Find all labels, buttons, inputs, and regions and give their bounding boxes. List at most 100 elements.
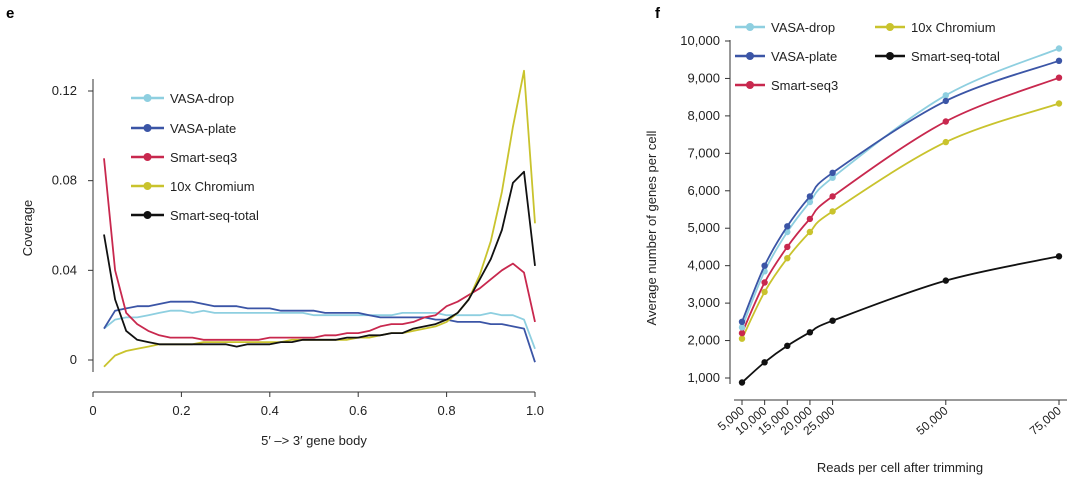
panel-f-series-lines — [738, 45, 1063, 386]
data-point-vasa-drop — [806, 198, 814, 206]
data-point-smart-seq-total — [761, 359, 768, 366]
legend-swatch-marker — [886, 52, 894, 60]
series-line-smart-seq-total — [741, 255, 1060, 384]
data-point-vasa-plate — [806, 193, 814, 200]
data-point-vasa-plate — [942, 97, 949, 105]
legend-swatch-marker — [886, 23, 894, 31]
legend-swatch-marker — [143, 94, 152, 102]
y-tick-label: 7,000 — [687, 145, 720, 160]
panel-e-legend-entry-vasa-drop: VASA-drop — [131, 91, 234, 106]
data-point-vasa-plate — [1055, 57, 1063, 64]
data-point-vasa-drop — [942, 92, 949, 99]
legend-label: Smart-seq3 — [170, 150, 237, 165]
y-tick-label: 3,000 — [687, 295, 720, 310]
data-point-vasa-drop — [1055, 45, 1063, 52]
y-tick-label: 0.04 — [52, 262, 77, 277]
legend-label: 10x Chromium — [911, 20, 996, 35]
x-tick-label: 0.4 — [261, 403, 279, 418]
panel-e-letter: e — [6, 5, 14, 22]
panel-e-y-axis-label: Coverage — [20, 200, 35, 256]
legend-swatch-marker — [746, 23, 754, 31]
series-line-smart-seq3 — [103, 158, 536, 341]
data-point-smart-seq-total — [784, 342, 791, 349]
data-point-vasa-drop — [829, 174, 836, 181]
y-tick-label: 10,000 — [680, 33, 720, 48]
legend-swatch-marker — [143, 124, 152, 132]
data-point-10x-chromium — [1055, 100, 1063, 107]
data-point-vasa-plate — [784, 223, 791, 230]
panel-f-letter: f — [655, 5, 661, 22]
panel-e-series-lines — [103, 69, 536, 368]
panel-f-y-axis-label: Average number of genes per cell — [644, 130, 659, 325]
data-point-vasa-plate — [738, 318, 746, 325]
y-tick-label: 0.12 — [52, 83, 77, 98]
x-tick-label: 0 — [89, 403, 96, 418]
panel-e-legend-entry-smart-seq-total: Smart-seq-total — [131, 208, 259, 223]
legend-label: Smart-seq3 — [771, 78, 838, 93]
data-point-smart-seq3 — [761, 279, 768, 286]
data-point-10x-chromium — [784, 255, 791, 262]
x-tick-label: 0.8 — [438, 403, 456, 418]
legend-swatch-marker — [746, 52, 754, 60]
data-point-vasa-drop — [738, 324, 746, 331]
panel-e-coverage-chart: e 0 0.04 0.08 0.12 0 0.2 0.4 0.6 0.8 1.0 Coverag… — [6, 5, 544, 448]
legend-swatch-marker — [143, 153, 152, 161]
panel-e-y-ticks: 0 0.04 0.08 0.12 — [52, 83, 93, 367]
legend-label: Smart-seq-total — [170, 208, 259, 223]
data-point-vasa-plate — [829, 169, 836, 176]
panel-f-legend-entry-vasa-plate: VASA-plate — [735, 49, 837, 64]
data-point-vasa-plate — [761, 262, 768, 269]
data-point-smart-seq-total — [942, 277, 949, 284]
x-tick-label: 75,000 — [1027, 403, 1064, 438]
series-line-vasa-plate — [103, 300, 536, 363]
y-tick-label: 5,000 — [687, 220, 720, 235]
data-point-smart-seq3 — [738, 329, 746, 337]
panel-f-legend-entry-smart-seq-total: Smart-seq-total — [875, 49, 1000, 64]
data-point-smart-seq3 — [1055, 74, 1063, 81]
panel-f-legend-entry-10x-chromium: 10x Chromium — [875, 20, 996, 35]
legend-label: VASA-drop — [771, 20, 835, 35]
y-tick-label: 2,000 — [687, 333, 720, 348]
data-point-10x-chromium — [829, 208, 836, 215]
legend-label: Smart-seq-total — [911, 49, 1000, 64]
x-tick-label: 1.0 — [526, 403, 544, 418]
data-point-smart-seq3 — [942, 118, 949, 125]
panel-f-legend-entry-vasa-drop: VASA-drop — [735, 20, 835, 35]
series-line-vasa-drop — [103, 309, 536, 350]
panel-f-legend-entry-smart-seq3: Smart-seq3 — [735, 78, 838, 93]
x-tick-label: 0.2 — [172, 403, 190, 418]
legend-label: VASA-plate — [771, 49, 837, 64]
panel-e-x-ticks: 0 0.2 0.4 0.6 0.8 1.0 — [89, 392, 544, 418]
panel-f-legend: VASA-drop 10x Chromium VASA-plate Smart-… — [735, 20, 1000, 93]
panel-f-y-ticks: 1,000 2,000 3,000 4,000 5,000 6,000 7,000 8,000… — [680, 33, 730, 385]
data-point-smart-seq-total — [1055, 253, 1063, 260]
data-point-smart-seq3 — [806, 215, 814, 223]
legend-swatch-marker — [143, 211, 152, 219]
y-tick-label: 0.08 — [52, 173, 77, 188]
y-tick-label: 8,000 — [687, 108, 720, 123]
x-tick-label: 50,000 — [914, 403, 951, 438]
y-tick-label: 6,000 — [687, 183, 720, 198]
data-point-10x-chromium — [806, 228, 814, 236]
y-tick-label: 4,000 — [687, 258, 720, 273]
panel-e-legend-entry-smart-seq3: Smart-seq3 — [131, 150, 237, 165]
panel-e-x-axis-label: 5′ –> 3′ gene body — [261, 433, 367, 448]
series-line-10x-chromium — [741, 102, 1060, 340]
series-line-smart-seq-total — [103, 170, 536, 348]
data-point-smart-seq-total — [829, 317, 836, 324]
legend-label: 10x Chromium — [170, 179, 255, 194]
data-point-10x-chromium — [761, 288, 768, 296]
panel-e-legend-entry-10x-chromium: 10x Chromium — [131, 179, 255, 194]
legend-swatch-marker — [143, 182, 152, 190]
panel-e-legend-entry-vasa-plate: VASA-plate — [131, 121, 236, 136]
y-tick-label: 1,000 — [687, 370, 720, 385]
y-tick-label: 9,000 — [687, 70, 720, 85]
panel-f-x-axis-label: Reads per cell after trimming — [817, 460, 983, 475]
data-point-smart-seq-total — [738, 379, 746, 386]
data-point-10x-chromium — [942, 138, 949, 146]
y-tick-label: 0 — [70, 352, 77, 367]
data-point-smart-seq-total — [806, 329, 814, 336]
data-point-smart-seq3 — [784, 243, 791, 251]
